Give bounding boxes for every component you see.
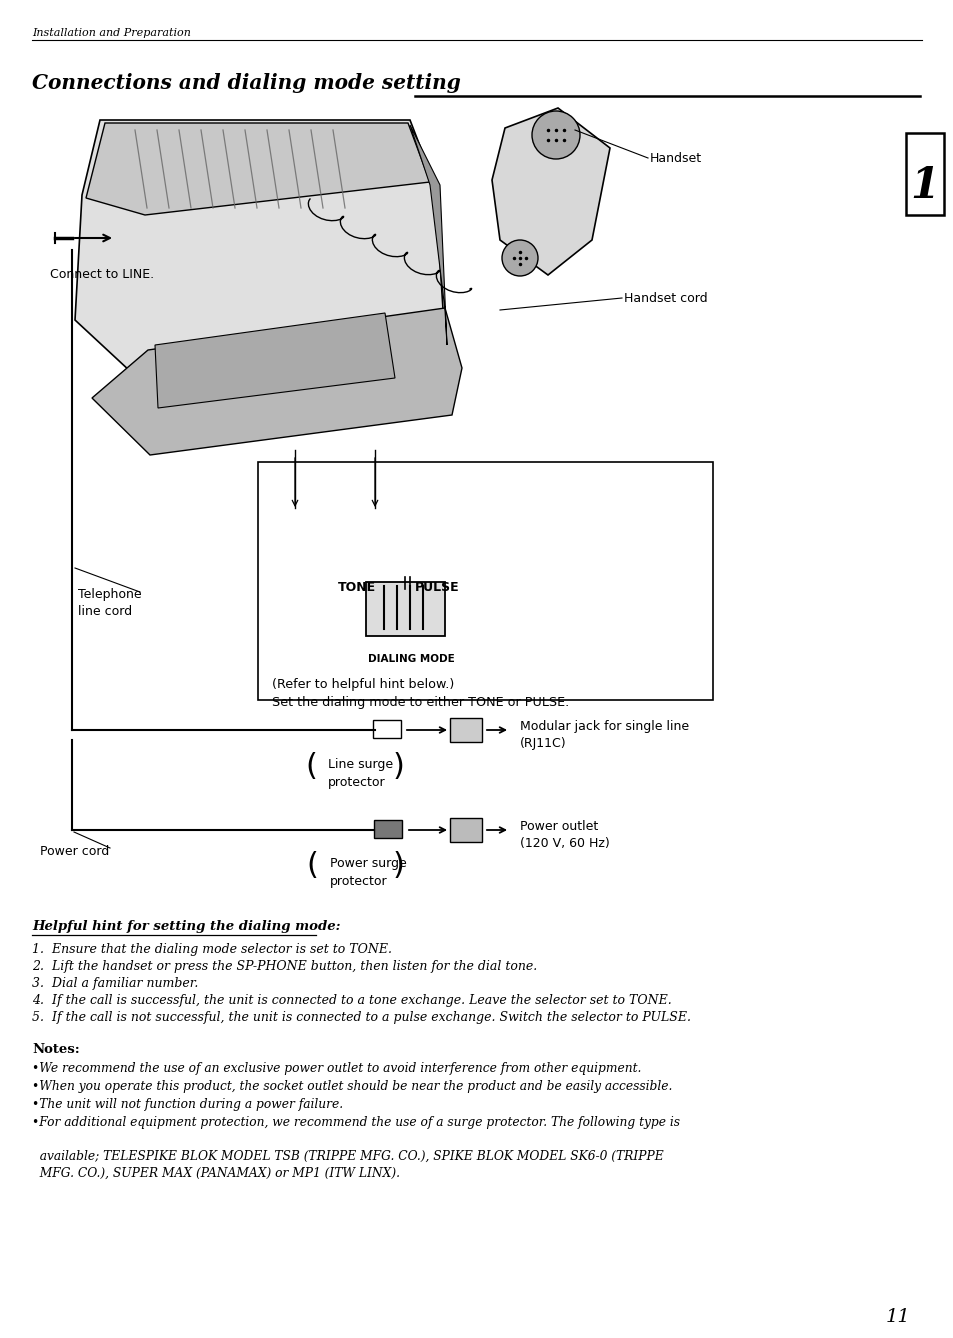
FancyBboxPatch shape [374, 820, 401, 838]
Text: 3.  Dial a familiar number.: 3. Dial a familiar number. [32, 977, 198, 990]
Text: line cord: line cord [78, 605, 132, 618]
FancyBboxPatch shape [373, 720, 400, 739]
Polygon shape [91, 308, 461, 455]
Text: Power outlet: Power outlet [519, 820, 598, 834]
Text: Helpful hint for setting the dialing mode:: Helpful hint for setting the dialing mod… [32, 921, 340, 933]
Text: Modular jack for single line: Modular jack for single line [519, 720, 688, 733]
Text: PULSE: PULSE [415, 581, 459, 594]
Text: Line surge: Line surge [328, 759, 393, 771]
Polygon shape [154, 313, 395, 408]
Text: ): ) [393, 851, 404, 880]
Polygon shape [492, 108, 609, 276]
Text: 5.  If the call is not successful, the unit is connected to a pulse exchange. Sw: 5. If the call is not successful, the un… [32, 1012, 690, 1024]
Text: Connections and dialing mode setting: Connections and dialing mode setting [32, 74, 460, 94]
Circle shape [532, 111, 579, 159]
FancyBboxPatch shape [450, 818, 481, 842]
Text: Telephone: Telephone [78, 587, 141, 601]
Text: Power cord: Power cord [40, 846, 110, 858]
Text: (120 V, 60 Hz): (120 V, 60 Hz) [519, 838, 609, 850]
Text: ): ) [393, 752, 404, 781]
FancyBboxPatch shape [257, 462, 712, 700]
Text: DIALING MODE: DIALING MODE [368, 654, 455, 664]
Text: 1.  Ensure that the dialing mode selector is set to TONE.: 1. Ensure that the dialing mode selector… [32, 943, 392, 955]
FancyBboxPatch shape [450, 719, 481, 743]
Text: (Refer to helpful hint below.): (Refer to helpful hint below.) [272, 678, 454, 690]
Text: MFG. CO.), SUPER MAX (PANAMAX) or MP1 (ITW LINX).: MFG. CO.), SUPER MAX (PANAMAX) or MP1 (I… [32, 1167, 399, 1180]
Text: (: ( [305, 752, 316, 781]
Circle shape [501, 240, 537, 276]
Text: Installation and Preparation: Installation and Preparation [32, 28, 191, 37]
Text: 2.  Lift the handset or press the SP-PHONE button, then listen for the dial tone: 2. Lift the handset or press the SP-PHON… [32, 959, 537, 973]
Text: Set the dialing mode to either TONE or PULSE.: Set the dialing mode to either TONE or P… [272, 696, 569, 709]
Text: •We recommend the use of an exclusive power outlet to avoid interference from ot: •We recommend the use of an exclusive po… [32, 1062, 640, 1074]
Text: Handset cord: Handset cord [623, 292, 707, 305]
Text: •The unit will not function during a power failure.: •The unit will not function during a pow… [32, 1098, 343, 1111]
Polygon shape [86, 123, 430, 215]
Text: Power surge: Power surge [330, 858, 406, 870]
Text: •When you operate this product, the socket outlet should be near the product and: •When you operate this product, the sock… [32, 1080, 672, 1093]
Polygon shape [75, 120, 444, 385]
Text: •For additional equipment protection, we recommend the use of a surge protector.: •For additional equipment protection, we… [32, 1116, 679, 1129]
Text: 11: 11 [884, 1309, 909, 1326]
Text: TONE: TONE [337, 581, 375, 594]
Text: Handset: Handset [649, 153, 701, 165]
Text: (RJ11C): (RJ11C) [519, 737, 566, 751]
Text: 1: 1 [909, 165, 939, 207]
Text: protector: protector [328, 776, 385, 789]
Text: Connect to LINE.: Connect to LINE. [50, 268, 154, 281]
Text: (: ( [306, 851, 317, 880]
FancyBboxPatch shape [905, 132, 943, 215]
Text: protector: protector [330, 875, 387, 888]
Text: 4.  If the call is successful, the unit is connected to a tone exchange. Leave t: 4. If the call is successful, the unit i… [32, 994, 671, 1008]
FancyBboxPatch shape [366, 582, 444, 636]
Text: available; TELESPIKE BLOK MODEL TSB (TRIPPE MFG. CO.), SPIKE BLOK MODEL SK6-0 (T: available; TELESPIKE BLOK MODEL TSB (TRI… [32, 1149, 663, 1163]
Polygon shape [410, 124, 447, 345]
Text: Notes:: Notes: [32, 1044, 80, 1056]
